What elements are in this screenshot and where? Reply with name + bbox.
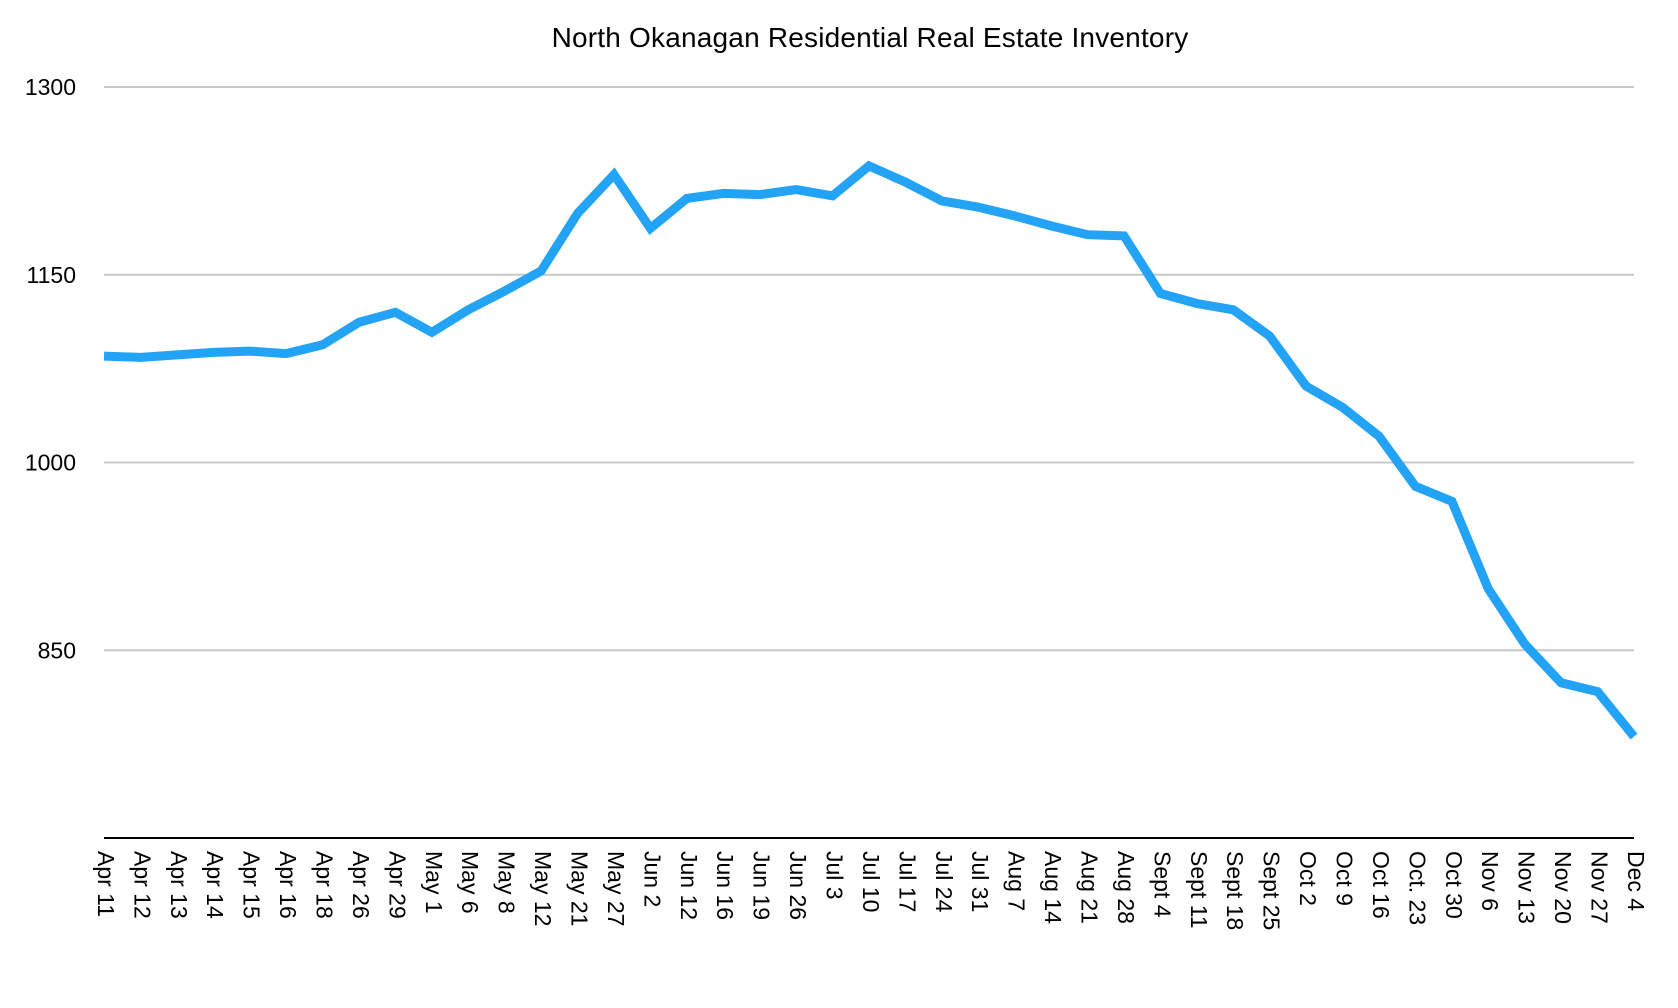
x-tick-label: Apr 18 <box>311 851 337 919</box>
data-point <box>137 354 143 360</box>
data-point <box>1085 232 1091 238</box>
data-point <box>1595 689 1601 695</box>
y-tick-label-850: 850 <box>38 637 76 663</box>
data-point <box>538 268 544 274</box>
x-tick-label: Oct. 23 <box>1404 851 1430 925</box>
x-tick-label: Oct 30 <box>1441 851 1467 919</box>
data-point <box>283 351 289 357</box>
x-tick-label: Nov 27 <box>1586 851 1612 924</box>
data-point <box>1012 213 1018 219</box>
data-point <box>1340 404 1346 410</box>
x-tick-label: Nov 6 <box>1477 851 1503 911</box>
x-tick-label: Apr 15 <box>239 851 265 919</box>
x-tick-label: Apr 16 <box>275 851 301 919</box>
data-point <box>684 195 690 201</box>
x-tick-label: Jun 19 <box>749 851 775 920</box>
x-tick-label: Jul 24 <box>931 851 957 913</box>
x-tick-label: May 1 <box>421 851 447 914</box>
x-tick-label: Jun 26 <box>785 851 811 920</box>
data-point <box>757 192 763 198</box>
y-tick-label-1300: 1300 <box>25 74 76 100</box>
data-point <box>247 348 253 354</box>
data-point <box>720 190 726 196</box>
x-tick-label: Nov 20 <box>1550 851 1576 924</box>
data-point <box>210 349 216 355</box>
x-tick-label: Jul 3 <box>821 851 847 900</box>
data-point <box>1303 383 1309 389</box>
data-point <box>1267 333 1273 339</box>
x-tick-label: Jun 2 <box>639 851 665 907</box>
data-point <box>1558 680 1564 686</box>
data-point <box>1631 734 1637 740</box>
data-point <box>1157 291 1163 297</box>
x-tick-label: Jun 16 <box>712 851 738 920</box>
data-point <box>902 179 908 185</box>
x-tick-label: Apr 13 <box>166 851 192 919</box>
data-point <box>465 307 471 313</box>
x-tick-label: Apr 11 <box>93 851 119 917</box>
data-point <box>174 352 180 358</box>
x-tick-label: Oct 9 <box>1331 851 1357 906</box>
x-tick-label: May 8 <box>494 851 520 914</box>
data-point <box>1376 433 1382 439</box>
x-tick-label: Apr 12 <box>129 851 155 919</box>
y-tick-label-1000: 1000 <box>25 450 76 476</box>
x-tick-label: Dec 4 <box>1623 851 1649 911</box>
x-tick-label: May 21 <box>566 851 592 926</box>
x-tick-label: Nov 13 <box>1514 851 1540 924</box>
data-point <box>611 172 617 178</box>
x-tick-label: Jul 10 <box>858 851 884 912</box>
data-point <box>392 309 398 315</box>
x-tick-label: Apr 26 <box>348 851 374 919</box>
data-point <box>101 353 107 359</box>
data-point <box>1194 301 1200 307</box>
data-point <box>975 204 981 210</box>
data-point <box>356 319 362 325</box>
x-tick-label: Aug 28 <box>1113 851 1139 924</box>
data-point <box>1412 483 1418 489</box>
x-tick-label: Sept 11 <box>1186 851 1212 929</box>
x-tick-label: Aug 7 <box>1004 851 1030 911</box>
x-tick-label: May 6 <box>457 851 483 914</box>
x-tick-label: Aug 21 <box>1076 851 1102 924</box>
x-tick-label: Jul 17 <box>894 851 920 912</box>
x-tick-label: Oct 16 <box>1368 851 1394 919</box>
y-tick-label-1150: 1150 <box>27 262 76 288</box>
chart-title: North Okanagan Residential Real Estate I… <box>551 22 1189 53</box>
x-tick-label: Oct 2 <box>1295 851 1321 906</box>
data-point <box>793 187 799 193</box>
x-tick-label: Sept 18 <box>1222 851 1248 930</box>
data-point <box>1230 307 1236 313</box>
x-tick-label: Apr 14 <box>202 851 228 919</box>
x-tick-label: Apr 29 <box>384 851 410 919</box>
data-point <box>429 329 435 335</box>
data-point <box>1121 233 1127 239</box>
data-point <box>575 210 581 216</box>
series-line <box>103 160 1638 740</box>
data-point <box>1485 586 1491 592</box>
x-tick-label: Jun 12 <box>676 851 702 920</box>
data-point <box>502 288 508 294</box>
x-tick-label: Aug 14 <box>1040 851 1066 924</box>
data-point <box>866 163 872 169</box>
data-point <box>939 198 945 204</box>
data-point <box>1522 641 1528 647</box>
data-point <box>647 225 653 231</box>
x-tick-label: May 27 <box>603 851 629 926</box>
data-point <box>1449 498 1455 504</box>
x-tick-label: May 12 <box>530 851 556 926</box>
data-point <box>1048 223 1054 229</box>
x-tick-label: Jul 31 <box>967 851 993 912</box>
data-point <box>830 193 836 199</box>
x-tick-label: Sept 4 <box>1149 851 1175 918</box>
x-tick-label: Sept 25 <box>1259 851 1285 930</box>
data-point <box>320 342 326 348</box>
